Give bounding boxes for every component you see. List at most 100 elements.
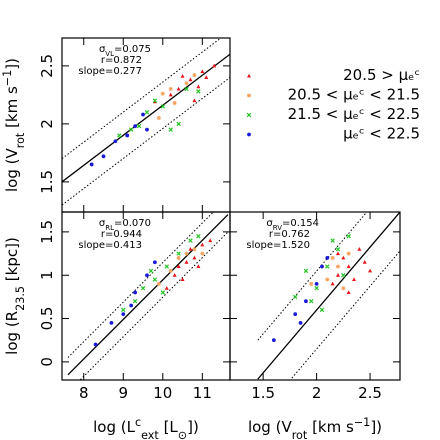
fit-line xyxy=(257,212,368,341)
axes-frame xyxy=(229,211,401,381)
plot-area xyxy=(62,38,230,206)
point xyxy=(93,342,98,347)
label-part: ]) xyxy=(3,58,21,70)
point xyxy=(309,298,314,304)
y-tick-label: 2.5 xyxy=(38,54,56,78)
point xyxy=(176,86,181,91)
point xyxy=(136,123,142,129)
legend-label: 21.5 < μₑᶜ < 22.5 xyxy=(288,105,420,123)
label-part: log (L xyxy=(93,418,135,436)
point xyxy=(152,98,158,103)
label-part: ⊙ xyxy=(178,429,187,440)
point xyxy=(172,273,177,277)
point xyxy=(172,100,177,105)
point xyxy=(319,307,325,313)
point xyxy=(335,251,340,256)
point xyxy=(89,162,94,167)
stat-sigma: σRL xyxy=(99,218,114,232)
legend-marker xyxy=(247,132,251,137)
point xyxy=(125,133,130,138)
point xyxy=(271,338,276,343)
point xyxy=(133,124,138,129)
point xyxy=(212,63,217,68)
point xyxy=(298,320,303,325)
point xyxy=(330,255,335,260)
legend-label: 20.5 > μₑᶜ xyxy=(343,66,420,84)
point xyxy=(152,260,157,265)
point xyxy=(325,264,330,269)
label-part: rot xyxy=(292,429,308,440)
point xyxy=(144,110,150,115)
point xyxy=(168,127,173,132)
fit-line xyxy=(289,250,400,380)
legend-marker xyxy=(247,93,251,98)
point xyxy=(160,91,165,96)
point xyxy=(184,260,189,264)
point xyxy=(309,281,314,286)
x-tick-label: 11 xyxy=(193,384,212,402)
point xyxy=(129,303,134,308)
point xyxy=(117,133,122,138)
fit-line xyxy=(62,77,230,206)
point xyxy=(303,268,309,274)
point xyxy=(121,312,126,317)
point xyxy=(133,290,138,295)
point xyxy=(141,112,145,117)
x-tick-label: 9 xyxy=(118,384,128,402)
point xyxy=(200,242,205,247)
point xyxy=(192,255,197,260)
point xyxy=(164,286,169,290)
point xyxy=(145,127,149,132)
point xyxy=(121,307,126,313)
sigma-sub: RV xyxy=(273,224,282,232)
point xyxy=(341,272,346,278)
y-axis-label: log (R23.5 [kpc]) xyxy=(3,237,27,355)
point xyxy=(325,255,330,260)
y-tick-label: 0.5 xyxy=(38,307,56,331)
stat-slope: slope=1.520 xyxy=(246,240,310,251)
point xyxy=(346,264,351,269)
stat-r: r=0.944 xyxy=(101,229,142,240)
point xyxy=(113,139,118,144)
point xyxy=(176,251,181,256)
point xyxy=(196,89,201,94)
point xyxy=(164,264,169,269)
fit-line xyxy=(62,53,230,183)
point xyxy=(128,127,134,132)
point xyxy=(292,294,298,300)
x-tick-label: 10 xyxy=(153,384,172,402)
point xyxy=(160,104,166,109)
point xyxy=(196,234,201,239)
y-tick-label: 1 xyxy=(38,270,56,280)
stat-r: r=0.762 xyxy=(269,229,310,240)
point xyxy=(335,264,340,269)
stat-sigma: σVL xyxy=(99,44,114,58)
label-part: [km s xyxy=(3,86,21,133)
x-tick-label: 8 xyxy=(79,384,89,402)
point xyxy=(341,255,346,260)
label-part: −1 xyxy=(1,70,14,87)
point xyxy=(176,121,181,127)
x-tick-label: 2.5 xyxy=(358,384,382,402)
point xyxy=(196,84,201,89)
legend-label: μₑᶜ < 22.5 xyxy=(343,125,420,143)
point xyxy=(156,281,161,286)
y-tick-label: 0 xyxy=(38,357,56,367)
x-tick-label: 1.5 xyxy=(251,384,275,402)
label-part: −1 xyxy=(354,416,371,429)
label-part: 23.5 xyxy=(14,286,27,311)
point xyxy=(176,264,181,269)
point xyxy=(184,81,189,86)
point xyxy=(160,290,166,295)
fit-line xyxy=(79,231,229,380)
x-axis-label: log (Vrot [km s−1]) xyxy=(248,416,382,440)
fit-line xyxy=(67,214,229,376)
stat-slope: slope=0.413 xyxy=(78,240,142,251)
point xyxy=(330,238,335,243)
y-tick-label: 1.5 xyxy=(38,220,56,244)
plot-area xyxy=(67,212,229,380)
point xyxy=(188,77,193,82)
point xyxy=(132,298,138,304)
point xyxy=(204,75,209,79)
point xyxy=(208,238,213,243)
